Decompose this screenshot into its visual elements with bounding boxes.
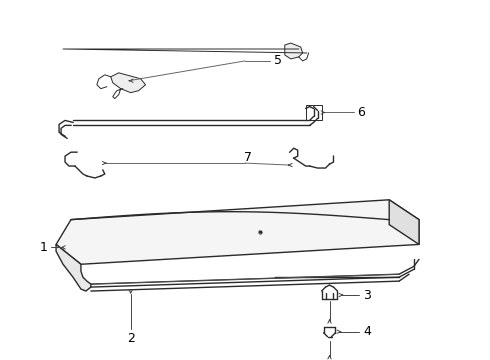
Polygon shape [285,43,303,59]
Text: 5: 5 [274,54,282,67]
Text: c: c [258,229,262,234]
Polygon shape [111,73,146,93]
Text: 1: 1 [39,241,47,254]
Text: 7: 7 [244,150,252,164]
Polygon shape [389,200,419,244]
Text: 3: 3 [364,288,371,302]
Text: 6: 6 [357,106,365,119]
Polygon shape [56,244,91,291]
Text: 4: 4 [364,325,371,338]
Polygon shape [56,200,419,264]
Text: 2: 2 [127,332,135,345]
